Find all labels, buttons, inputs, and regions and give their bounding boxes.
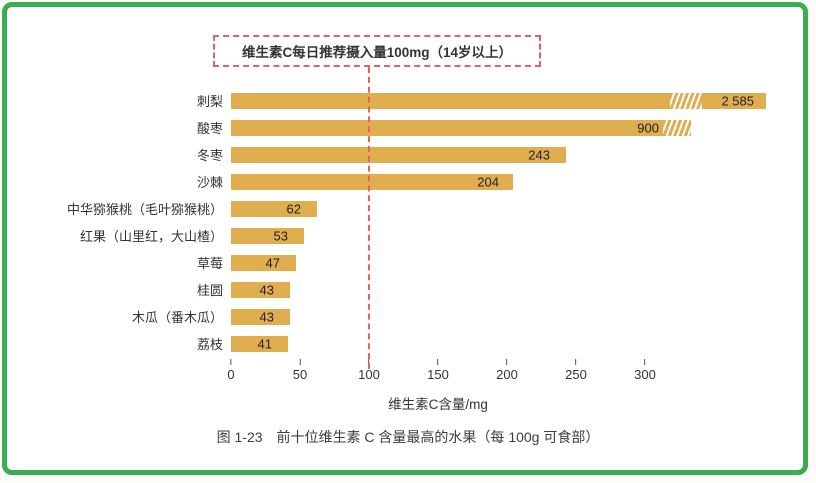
value-label: 53	[273, 228, 288, 243]
bar-row: 木瓜（番木瓜） 43	[11, 303, 805, 330]
x-axis-tick: 200	[496, 359, 518, 382]
tick-mark	[506, 359, 508, 365]
category-label: 荔枝	[196, 337, 223, 352]
value-label: 41	[257, 336, 272, 351]
recommended-intake-annotation: 维生素C每日推荐摄入量100mg（14岁以上）	[213, 35, 541, 67]
bar-rows: 刺梨 2 585 酸枣 900 冬枣 243 沙棘 204 中华猕猴桃（毛叶猕猴桃） 62 红果（山…	[11, 87, 805, 357]
reference-dashed-line	[368, 67, 370, 369]
tick-mark	[575, 359, 577, 365]
bar-row: 刺梨 2 585	[11, 87, 805, 114]
bar: 43	[231, 308, 290, 325]
x-axis-tick: 150	[427, 359, 449, 382]
bar: 47	[231, 254, 296, 271]
value-label: 243	[528, 147, 550, 162]
tick-mark	[644, 359, 646, 365]
value-label: 43	[259, 282, 274, 297]
bar-row: 荔枝 41	[11, 330, 805, 357]
x-axis-tick: 250	[565, 359, 587, 382]
tick-label: 300	[634, 367, 656, 382]
bar-track: 900	[231, 114, 805, 141]
bar: 900	[231, 119, 691, 136]
bar-track: 41	[231, 330, 805, 357]
bar-track: 53	[231, 222, 805, 249]
bar-track: 204	[231, 168, 805, 195]
value-label: 47	[265, 255, 280, 270]
bar-track: 43	[231, 303, 805, 330]
x-axis-title: 维生素C含量/mg	[388, 397, 488, 412]
bar-row: 沙棘 204	[11, 168, 805, 195]
tick-mark	[437, 359, 439, 365]
value-label: 43	[259, 309, 274, 324]
bar-row: 桂圆 43	[11, 276, 805, 303]
tick-label: 0	[227, 367, 235, 382]
category-label: 中华猕猴桃（毛叶猕猴桃）	[66, 202, 223, 217]
x-axis-tick: 300	[634, 359, 656, 382]
tick-label: 250	[565, 367, 587, 382]
tick-label: 100	[358, 367, 380, 382]
category-label: 刺梨	[196, 94, 223, 109]
figure-caption: 图 1-23 前十位维生素 C 含量最高的水果（每 100g 可食部）	[216, 429, 600, 445]
axis-break-marks	[670, 92, 702, 109]
tick-label: 150	[427, 367, 449, 382]
bar: 53	[231, 227, 304, 244]
annotation-text: 维生素C每日推荐摄入量100mg（14岁以上）	[241, 45, 513, 60]
category-label: 红果（山里红，大山楂）	[79, 229, 223, 244]
category-label: 木瓜（番木瓜）	[131, 310, 223, 325]
bar: 43	[231, 281, 290, 298]
value-label: 204	[477, 174, 499, 189]
bar-row: 中华猕猴桃（毛叶猕猴桃） 62	[11, 195, 805, 222]
page-border-frame	[2, 2, 808, 475]
category-label: 沙棘	[196, 175, 223, 190]
x-axis: 0 50 100 150 200 250 300	[227, 359, 801, 389]
bar: 62	[231, 200, 317, 217]
bar-row: 冬枣 243	[11, 141, 805, 168]
bar-row: 草莓 47	[11, 249, 805, 276]
chart-canvas: 维生素C每日推荐摄入量100mg（14岁以上） 刺梨 2 585 酸枣 900 冬枣 24…	[7, 7, 809, 476]
bar-row: 红果（山里红，大山楂） 53	[11, 222, 805, 249]
bar-row: 酸枣 900	[11, 114, 805, 141]
bar: 243	[231, 146, 566, 163]
bar-track: 243	[231, 141, 805, 168]
category-label: 桂圆	[196, 283, 223, 298]
tick-label: 50	[292, 367, 308, 382]
x-axis-tick: 0	[227, 359, 235, 382]
value-label: 62	[286, 201, 301, 216]
axis-break-marks	[663, 119, 691, 136]
bar: 204	[231, 173, 513, 190]
bar: 41	[231, 335, 288, 352]
tick-mark	[299, 359, 301, 365]
tick-mark	[230, 359, 232, 365]
bar-track: 43	[231, 276, 805, 303]
category-label: 冬枣	[196, 148, 223, 163]
tick-label: 200	[496, 367, 518, 382]
bar-track: 47	[231, 249, 805, 276]
category-label: 酸枣	[196, 121, 223, 136]
bar-track: 2 585	[231, 87, 805, 114]
category-label: 草莓	[196, 256, 223, 271]
bar: 2 585	[231, 92, 766, 109]
value-label: 900	[637, 120, 659, 135]
value-label: 2 585	[721, 93, 754, 108]
x-axis-tick: 50	[293, 359, 307, 382]
bar-track: 62	[231, 195, 805, 222]
